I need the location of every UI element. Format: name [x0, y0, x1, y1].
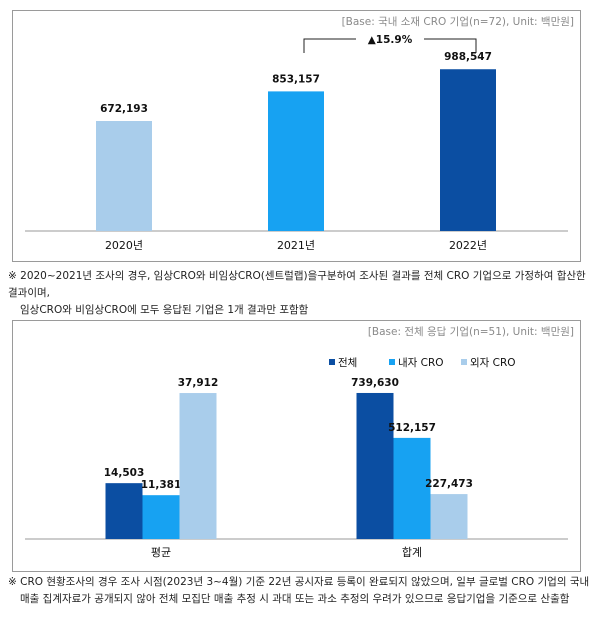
chart-panel-annual: [Base: 국내 소재 CRO 기업(n=72), Unit: 백만원] 67… — [12, 10, 581, 262]
value-label-1: 853,157 — [272, 73, 320, 85]
footnote-2-line-2: 매출 집계자료가 공개되지 않아 전체 모집단 매출 추정 시 과대 또는 과소… — [20, 593, 570, 605]
x-tick-label-2: 2022년 — [449, 239, 487, 252]
value-label-2: 988,547 — [444, 51, 492, 63]
footnote-1-line-2: 임상CRO와 비임상CRO에 모두 응답된 기업은 1개 결과만 포함함 — [20, 304, 309, 316]
bar-1 — [268, 91, 324, 232]
bar-sum-1 — [393, 437, 431, 539]
value-label-avg-0: 14,503 — [104, 467, 145, 479]
value-label-sum-0: 739,630 — [351, 377, 399, 389]
bar-avg-0 — [105, 483, 143, 539]
bar-avg-2 — [179, 393, 217, 539]
value-label-avg-1: 11,381 — [141, 479, 182, 491]
value-label-sum-2: 227,473 — [425, 478, 473, 490]
growth-annotation: ▲15.9% — [368, 34, 413, 46]
bar-2 — [440, 69, 496, 231]
base-note-2: [Base: 전체 응답 기업(n=51), Unit: 백만원] — [367, 326, 574, 338]
base-note-1: [Base: 국내 소재 CRO 기업(n=72), Unit: 백만원] — [341, 16, 574, 28]
x-tick-label-sum: 합계 — [402, 546, 422, 559]
bar-sum-2 — [430, 494, 468, 539]
value-label-sum-1: 512,157 — [388, 422, 436, 434]
legend-label-1: 내자 CRO — [398, 357, 444, 369]
bar-avg-1 — [142, 495, 180, 539]
legend-swatch-1 — [389, 359, 395, 365]
footnote-2: ※ CRO 현황조사의 경우 조사 시점(2023년 3~4월) 기준 22년 … — [8, 574, 593, 608]
x-tick-label-1: 2021년 — [277, 239, 315, 252]
bar-sum-0 — [356, 392, 394, 539]
footnote-2-line-1: ※ CRO 현황조사의 경우 조사 시점(2023년 3~4월) 기준 22년 … — [8, 576, 590, 588]
footnote-1-line-1: ※ 2020~2021년 조사의 경우, 임상CRO와 비임상CRO(센트럴랩)… — [8, 270, 586, 299]
growth-label-bg — [356, 31, 424, 47]
chart-panel-grouped: [Base: 전체 응답 기업(n=51), Unit: 백만원] 전체 내자 C… — [12, 320, 581, 572]
value-label-avg-2: 37,912 — [178, 377, 219, 389]
value-label-0: 672,193 — [100, 103, 148, 115]
legend-label-2: 외자 CRO — [470, 357, 516, 369]
annual-bar-chart: 672,193 2020년 853,157 2021년 988,547 2022년 ▲15.… — [25, 31, 568, 252]
legend-swatch-2 — [461, 359, 467, 365]
x-tick-label-avg: 평균 — [151, 546, 171, 559]
legend-swatch-0 — [329, 359, 335, 365]
x-tick-label-0: 2020년 — [105, 239, 143, 252]
legend-label-0: 전체 — [338, 357, 357, 369]
bar-0 — [96, 121, 152, 231]
footnote-1: ※ 2020~2021년 조사의 경우, 임상CRO와 비임상CRO(센트럴랩)… — [8, 268, 593, 319]
